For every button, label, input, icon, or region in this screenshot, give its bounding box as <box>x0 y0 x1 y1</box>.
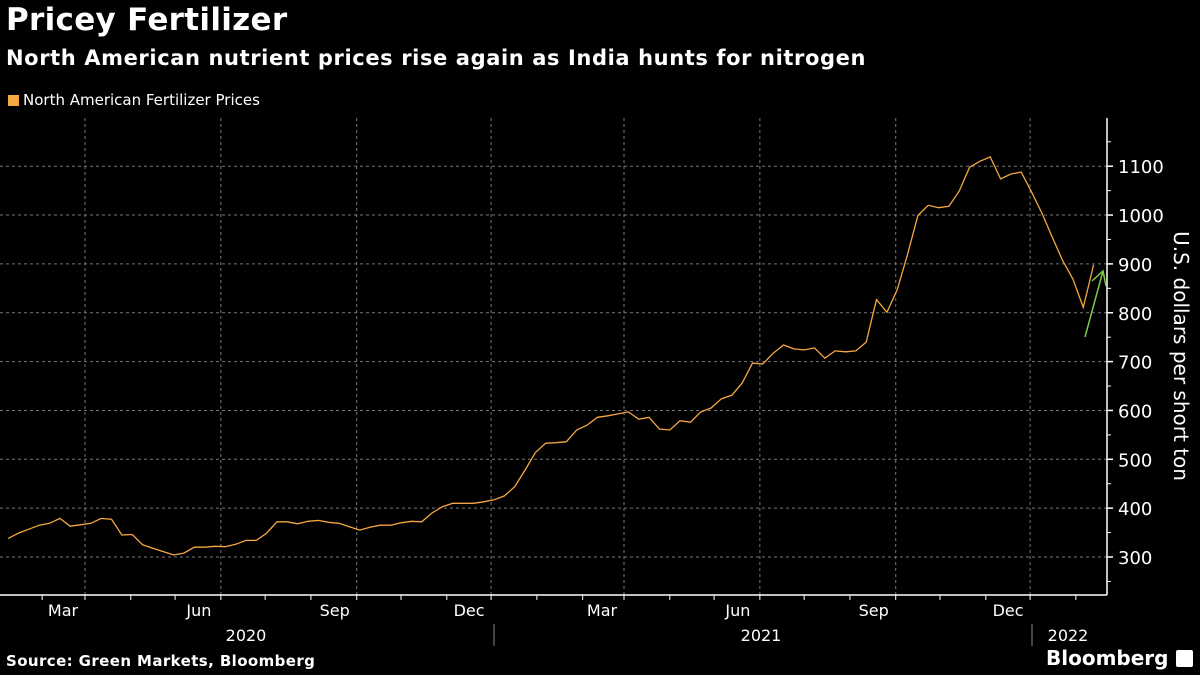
y-tick-label: 1100 <box>1118 157 1164 178</box>
x-month-label: Dec <box>454 601 485 620</box>
x-year-label: 2021 <box>741 626 782 645</box>
x-month-label: Mar <box>48 601 79 620</box>
brand-name: Bloomberg <box>1046 646 1169 670</box>
chart-subtitle: North American nutrient prices rise agai… <box>6 46 867 70</box>
legend-label: North American Fertilizer Prices <box>23 91 260 109</box>
y-tick-label: 400 <box>1118 499 1152 520</box>
y-axis-label: U.S. dollars per short ton <box>1169 231 1193 481</box>
chart-title: Pricey Fertilizer <box>6 2 288 38</box>
legend: North American Fertilizer Prices <box>8 91 260 109</box>
x-month-label: Dec <box>993 601 1024 620</box>
y-tick-label: 500 <box>1118 450 1152 471</box>
x-month-label: Sep <box>320 601 350 620</box>
source-note: Source: Green Markets, Bloomberg <box>6 652 316 670</box>
y-tick-label: 900 <box>1118 255 1152 276</box>
x-month-label: Jun <box>185 601 211 620</box>
annotation-arrow-shaft <box>1084 270 1104 338</box>
x-month-label: Jun <box>724 601 750 620</box>
y-tick-label: 700 <box>1118 353 1152 374</box>
series-line <box>7 156 1095 556</box>
y-tick-label: 600 <box>1118 401 1152 422</box>
x-year-label: 2022 <box>1048 626 1089 645</box>
y-tick-label: 300 <box>1118 548 1152 569</box>
bloomberg-chart-icon <box>1176 649 1194 667</box>
y-tick-label: 1000 <box>1118 206 1164 227</box>
y-tick-label: 800 <box>1118 304 1152 325</box>
x-month-label: Mar <box>587 601 618 620</box>
annotation-arrow-head-icon <box>1091 269 1107 287</box>
x-year-label: 2020 <box>226 626 267 645</box>
legend-swatch <box>8 94 19 106</box>
bloomberg-logo: Bloomberg <box>1046 646 1194 670</box>
x-month-label: Sep <box>859 601 889 620</box>
